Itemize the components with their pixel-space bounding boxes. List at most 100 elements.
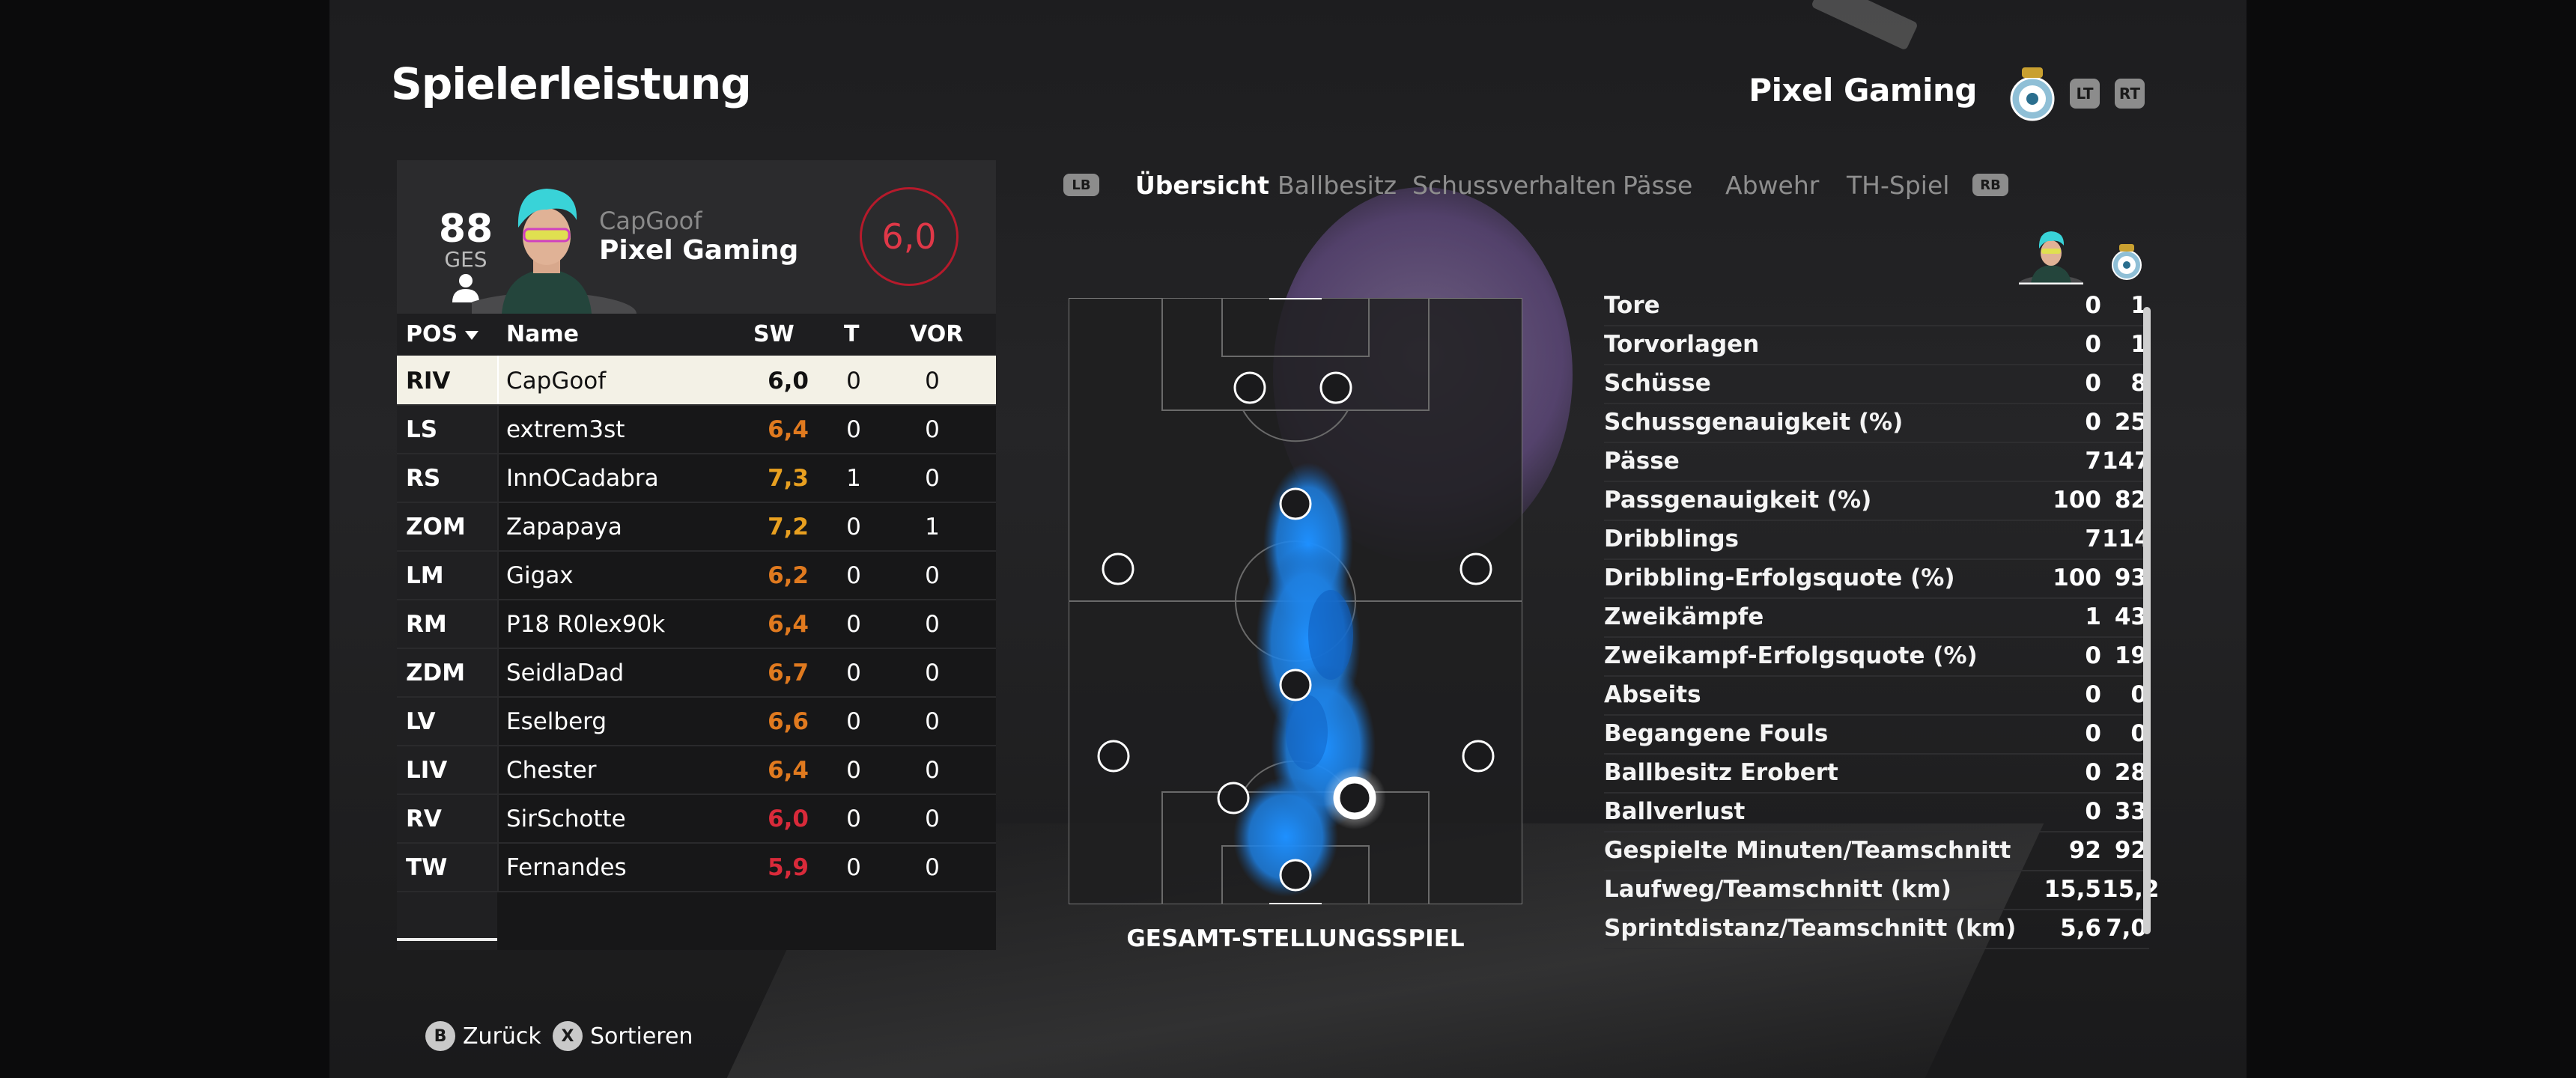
row-goals: 0 <box>846 416 861 443</box>
team-crest-small-icon <box>2112 244 2142 280</box>
table-row[interactable]: LM Gigax 6,2 0 0 <box>397 550 996 600</box>
stat-team-value: 1 <box>2130 331 2147 358</box>
stat-row: Gespielte Minuten/Teamschnitt 92 92 <box>1604 831 2149 871</box>
stat-player-value: 0 <box>2085 681 2101 708</box>
table-row[interactable]: ZDM SeidlaDad 6,7 0 0 <box>397 648 996 698</box>
player-marker-tw <box>1279 859 1312 892</box>
header-name[interactable]: Name <box>506 321 579 347</box>
row-assists: 0 <box>925 562 940 589</box>
table-row[interactable]: RM P18 R0lex90k 6,4 0 0 <box>397 599 996 649</box>
table-row[interactable]: RIV CapGoof 6,0 0 0 <box>397 356 996 406</box>
row-player-name: SirSchotte <box>506 806 626 832</box>
player-avatar-small-icon <box>2019 231 2083 284</box>
row-player-name: Chester <box>506 757 597 784</box>
row-goals: 0 <box>846 368 861 395</box>
table-row[interactable]: ZOM Zapapaya 7,2 0 1 <box>397 502 996 552</box>
row-position: ZOM <box>406 514 466 540</box>
stat-team-value: 8 <box>2130 370 2147 397</box>
tab-th-spiel[interactable]: TH-Spiel <box>1847 171 1950 200</box>
back-button[interactable]: B Zurück <box>425 1021 541 1051</box>
stat-row: Abseits 0 0 <box>1604 675 2149 716</box>
table-row[interactable]: TW Fernandes 5,9 0 0 <box>397 842 996 892</box>
stat-row: Zweikämpfe 1 43 <box>1604 597 2149 638</box>
stats-scrollbar-thumb[interactable] <box>2143 307 2151 934</box>
stat-label: Zweikämpfe <box>1604 603 1764 630</box>
row-player-name: Eselberg <box>506 708 607 735</box>
stat-label: Ballverlust <box>1604 798 1746 825</box>
row-position: RIV <box>406 368 451 395</box>
stat-player-value: 92 <box>2068 837 2101 864</box>
row-player-name: P18 R0lex90k <box>506 611 666 638</box>
sort-button[interactable]: X Sortieren <box>553 1021 693 1051</box>
row-divider <box>497 745 499 794</box>
header-vor[interactable]: VOR <box>910 321 964 347</box>
header-t[interactable]: T <box>844 321 860 347</box>
stat-team-value: 92 <box>2114 837 2147 864</box>
table-row[interactable]: LV Eselberg 6,6 0 0 <box>397 696 996 746</box>
stat-row: Torvorlagen 0 1 <box>1604 325 2149 365</box>
stat-label: Begangene Fouls <box>1604 720 1829 747</box>
row-divider <box>497 502 499 550</box>
player-markers <box>1097 371 1495 892</box>
row-assists: 0 <box>925 611 940 638</box>
row-position: LIV <box>406 757 448 784</box>
stat-team-value: 114 <box>2102 526 2151 552</box>
stat-label: Zweikampf-Erfolgsquote (%) <box>1604 642 1978 669</box>
row-position: LS <box>406 416 438 443</box>
row-divider <box>497 696 499 745</box>
stat-team-value: 0 <box>2130 720 2147 747</box>
pitch-caption: GESAMT-STELLUNGSSPIEL <box>1126 925 1465 952</box>
person-icon <box>452 274 479 302</box>
tab-abwehr[interactable]: Abwehr <box>1725 171 1820 200</box>
row-rating: 5,9 <box>768 854 809 881</box>
row-rating: 7,2 <box>768 514 809 540</box>
row-assists: 0 <box>925 416 940 443</box>
stat-player-value: 0 <box>2085 409 2101 436</box>
stat-label: Dribblings <box>1604 526 1739 552</box>
row-position: RS <box>406 465 441 492</box>
player-marker-zdm <box>1279 669 1312 701</box>
stat-row: Passgenauigkeit (%) 100 82 <box>1604 481 2149 521</box>
stat-player-value: 0 <box>2085 331 2101 358</box>
table-row[interactable]: LS extrem3st 6,4 0 0 <box>397 404 996 454</box>
player-marker-rm <box>1459 552 1492 585</box>
row-position: TW <box>406 854 448 881</box>
rb-bumper-button[interactable]: RB <box>1972 174 2008 196</box>
stat-player-value: 0 <box>2085 720 2101 747</box>
stats-scrollbar[interactable] <box>2143 307 2151 934</box>
stat-label: Dribbling-Erfolgsquote (%) <box>1604 564 1955 591</box>
rt-trigger-button[interactable]: RT <box>2115 79 2145 109</box>
row-player-name: InnOCadabra <box>506 465 659 492</box>
lb-bumper-button[interactable]: LB <box>1063 174 1099 196</box>
row-divider <box>497 599 499 648</box>
row-position: ZDM <box>406 660 466 686</box>
lt-trigger-button[interactable]: LT <box>2070 79 2100 109</box>
player-marker-rv <box>1462 740 1495 773</box>
header-sw[interactable]: SW <box>753 321 795 347</box>
row-divider <box>497 404 499 453</box>
table-row[interactable]: LIV Chester 6,4 0 0 <box>397 745 996 795</box>
back-label: Zurück <box>463 1023 541 1050</box>
table-row[interactable]: RV SirSchotte 6,0 0 0 <box>397 794 996 844</box>
row-player-name: Fernandes <box>506 854 627 881</box>
stat-label: Schussgenauigkeit (%) <box>1604 409 1904 436</box>
table-row[interactable]: RS InnOCadabra 7,3 1 0 <box>397 453 996 503</box>
row-player-name: extrem3st <box>506 416 625 443</box>
header-pos[interactable]: POS <box>406 321 479 347</box>
table-scroll-indicator <box>397 938 497 941</box>
stat-row: Zweikampf-Erfolgsquote (%) 0 19 <box>1604 636 2149 677</box>
tab-paesse[interactable]: Pässe <box>1623 171 1693 200</box>
player-marker-liv <box>1217 782 1250 814</box>
tab-schussverhalten[interactable]: Schussverhalten <box>1412 171 1617 200</box>
stat-player-value: 100 <box>2053 487 2101 514</box>
player-avatar <box>472 189 637 314</box>
stat-team-value: 82 <box>2114 487 2147 514</box>
tab-ballbesitz[interactable]: Ballbesitz <box>1278 171 1397 200</box>
stat-row: Schussgenauigkeit (%) 0 25 <box>1604 403 2149 443</box>
match-rating-badge: 6,0 <box>860 187 959 286</box>
stat-player-value: 0 <box>2085 642 2101 669</box>
row-rating: 6,6 <box>768 708 809 735</box>
tab-uebersicht[interactable]: Übersicht <box>1135 171 1269 200</box>
stat-team-value: 19 <box>2114 642 2147 669</box>
row-divider <box>497 453 499 502</box>
